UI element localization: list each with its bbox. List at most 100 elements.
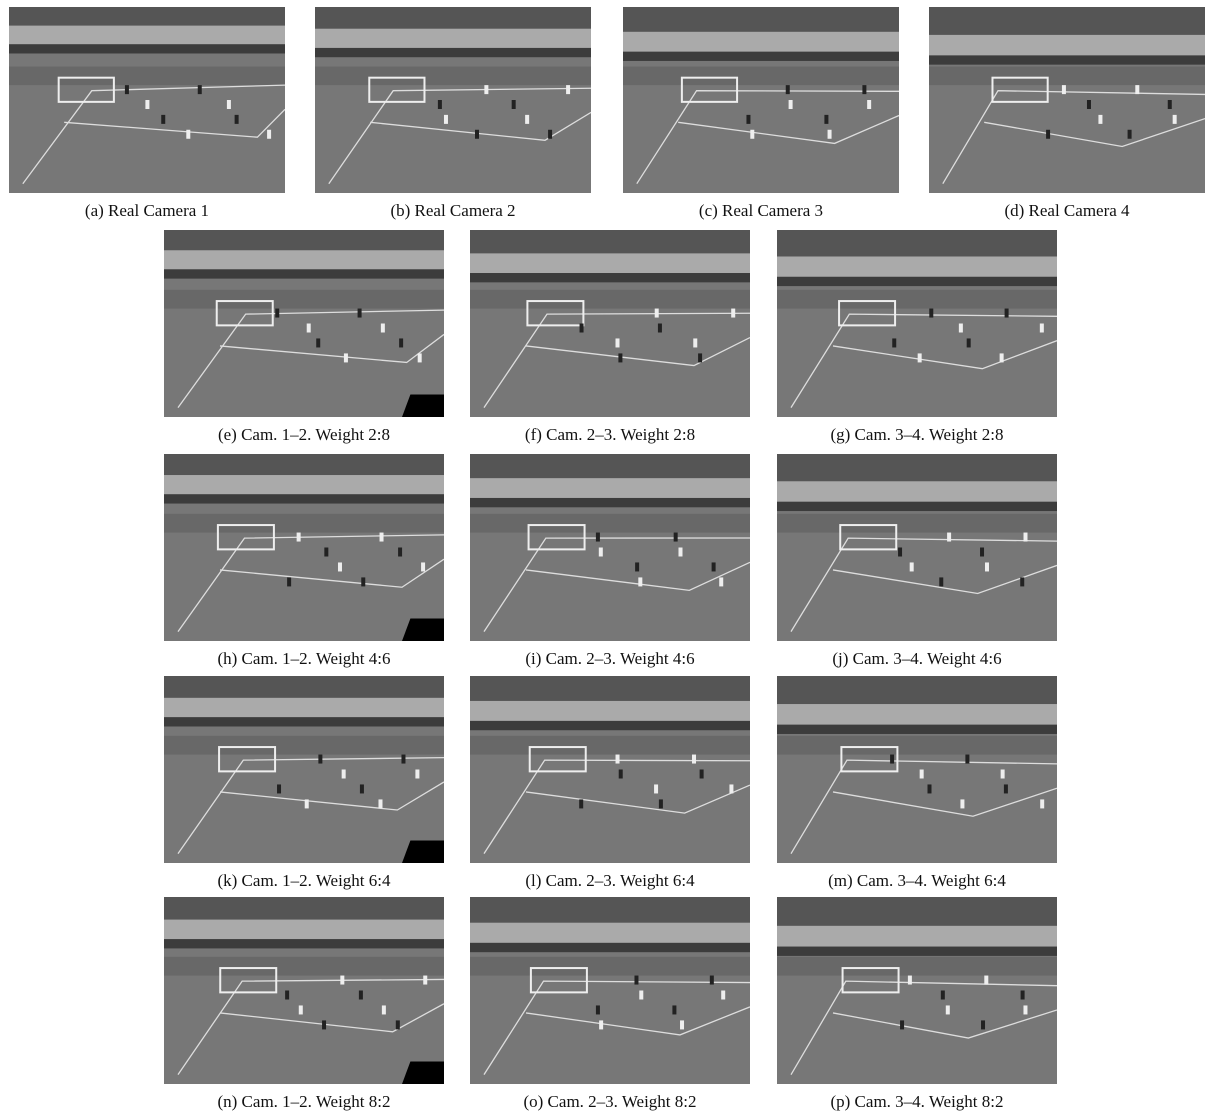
player	[235, 115, 239, 124]
player	[1168, 100, 1172, 109]
stand-shadow	[777, 277, 1057, 286]
player	[700, 770, 704, 779]
player	[361, 577, 365, 586]
caption: (a) Real Camera 1	[0, 201, 307, 221]
player	[634, 976, 638, 985]
player	[438, 100, 442, 109]
player	[680, 1020, 684, 1029]
player	[1021, 991, 1025, 1000]
player	[960, 799, 964, 808]
player	[396, 1020, 400, 1029]
stand-shadow	[470, 943, 750, 952]
player	[267, 130, 271, 139]
track	[470, 514, 750, 533]
player	[198, 85, 202, 94]
track	[929, 67, 1205, 86]
player	[1004, 784, 1008, 793]
caption: (b) Real Camera 2	[293, 201, 613, 221]
player	[277, 784, 281, 793]
player	[418, 353, 422, 362]
player	[145, 100, 149, 109]
track	[470, 290, 750, 309]
player	[910, 562, 914, 571]
player	[750, 130, 754, 139]
caption: (g) Cam. 3–4. Weight 2:8	[757, 425, 1077, 445]
player	[444, 115, 448, 124]
track	[777, 736, 1057, 755]
stand-shadow	[470, 498, 750, 507]
player	[525, 115, 529, 124]
stand-shadow	[623, 52, 899, 61]
player	[548, 130, 552, 139]
player	[1023, 1005, 1027, 1014]
player	[1005, 309, 1009, 318]
camera-image	[164, 676, 444, 863]
player	[1040, 799, 1044, 808]
player	[674, 533, 678, 542]
player	[307, 324, 311, 333]
caption: (j) Cam. 3–4. Weight 4:6	[757, 649, 1077, 669]
player	[1135, 85, 1139, 94]
camera-image	[623, 7, 899, 193]
player	[654, 784, 658, 793]
player	[596, 1005, 600, 1014]
player	[401, 755, 405, 764]
player	[1040, 324, 1044, 333]
stand-shadow	[9, 44, 285, 53]
player	[619, 770, 623, 779]
camera-image	[777, 676, 1057, 863]
player	[359, 991, 363, 1000]
player	[297, 533, 301, 542]
track	[623, 67, 899, 86]
player	[579, 799, 583, 808]
player	[655, 309, 659, 318]
stand-shadow	[470, 721, 750, 730]
player	[580, 324, 584, 333]
player	[340, 976, 344, 985]
player	[719, 577, 723, 586]
stand-shadow	[470, 273, 750, 282]
player	[378, 799, 382, 808]
player	[399, 338, 403, 347]
camera-image	[164, 230, 444, 417]
caption: (k) Cam. 1–2. Weight 6:4	[144, 871, 464, 891]
caption: (o) Cam. 2–3. Weight 8:2	[450, 1092, 770, 1112]
player	[729, 784, 733, 793]
player	[638, 577, 642, 586]
player	[824, 115, 828, 124]
stand-shadow	[164, 939, 444, 948]
stand-shadow	[164, 269, 444, 278]
player	[898, 548, 902, 557]
player	[566, 85, 570, 94]
track	[470, 736, 750, 755]
player	[1020, 577, 1024, 586]
player	[658, 324, 662, 333]
player	[659, 799, 663, 808]
caption: (d) Real Camera 4	[907, 201, 1205, 221]
player	[828, 130, 832, 139]
caption: (f) Cam. 2–3. Weight 2:8	[450, 425, 770, 445]
player	[1173, 115, 1177, 124]
camera-image	[777, 454, 1057, 641]
camera-image	[777, 897, 1057, 1084]
player	[324, 548, 328, 557]
player	[381, 324, 385, 333]
player	[285, 991, 289, 1000]
track	[777, 290, 1057, 309]
camera-image	[470, 454, 750, 641]
player	[358, 309, 362, 318]
camera-image	[470, 230, 750, 417]
camera-image	[470, 676, 750, 863]
camera-image	[315, 7, 591, 193]
player	[1000, 353, 1004, 362]
camera-image	[929, 7, 1205, 193]
player	[692, 755, 696, 764]
stand-shadow	[777, 947, 1057, 956]
player	[618, 353, 622, 362]
stand-shadow	[164, 494, 444, 503]
player	[161, 115, 165, 124]
player	[398, 548, 402, 557]
player	[338, 562, 342, 571]
player	[721, 991, 725, 1000]
camera-image	[777, 230, 1057, 417]
